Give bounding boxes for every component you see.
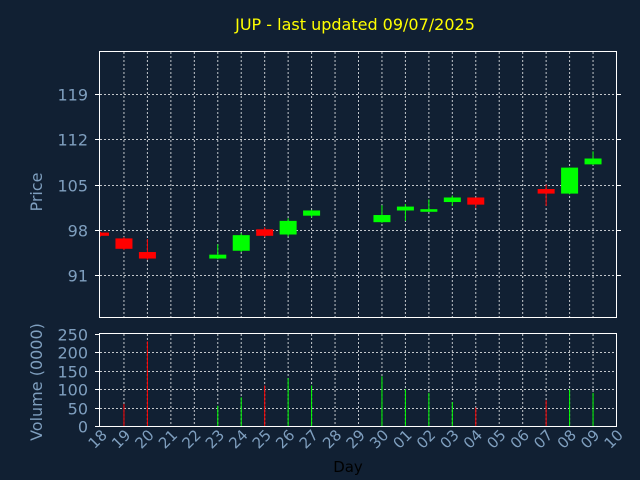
price-panel-frame xyxy=(99,51,617,318)
x-tick-label: 04 xyxy=(460,426,486,452)
x-tick-label: 05 xyxy=(483,426,509,452)
candle-body xyxy=(373,215,391,223)
price-axis-ticks: 91 98 105 112 119 xyxy=(57,86,621,286)
candle-body xyxy=(537,189,555,194)
volume-tick-label: 150 xyxy=(57,363,88,382)
candle-body xyxy=(209,254,227,259)
volume-axis-label: Volume (0000) xyxy=(27,323,46,441)
x-tick-label: 24 xyxy=(225,426,251,452)
volume-tick-label: 100 xyxy=(57,381,88,400)
x-tick-label: 06 xyxy=(507,426,533,452)
x-tick-label: 21 xyxy=(155,426,181,452)
x-tick-label: 28 xyxy=(319,426,345,452)
chart-title: JUP - last updated 09/07/2025 xyxy=(234,15,475,34)
x-tick-label: 20 xyxy=(132,426,158,452)
candle-body xyxy=(396,206,414,211)
price-candles xyxy=(100,151,602,260)
x-tick-label: 25 xyxy=(249,426,275,452)
candle-body xyxy=(232,235,250,251)
x-tick-label: 23 xyxy=(202,426,228,452)
x-tick-label: 30 xyxy=(366,426,392,452)
volume-tick-label: 50 xyxy=(68,400,88,419)
candle-body xyxy=(256,229,274,236)
x-tick-label: 02 xyxy=(413,426,439,452)
candle-body xyxy=(303,210,321,216)
x-tick-label: 08 xyxy=(554,426,580,452)
volume-gridlines xyxy=(100,334,616,426)
x-tick-label: 07 xyxy=(530,426,556,452)
x-tick-label: 29 xyxy=(343,426,369,452)
candle-body xyxy=(279,220,297,235)
candle-body xyxy=(420,209,438,212)
x-tick-label: 10 xyxy=(601,426,627,452)
x-tick-label: 01 xyxy=(390,426,416,452)
x-axis-label: Day xyxy=(333,458,363,476)
candle-body xyxy=(561,167,579,194)
price-tick-label: 98 xyxy=(68,222,88,241)
volume-tick-label: 250 xyxy=(57,326,88,345)
x-tick-label: 22 xyxy=(178,426,204,452)
x-tick-label: 27 xyxy=(296,426,322,452)
candle-body xyxy=(138,252,156,259)
x-tick-label: 26 xyxy=(272,426,298,452)
candle-body xyxy=(467,197,485,205)
candle-body xyxy=(584,158,602,165)
x-tick-label: 09 xyxy=(577,426,603,452)
price-tick-label: 91 xyxy=(68,267,88,286)
price-tick-label: 119 xyxy=(57,86,88,105)
candle-body xyxy=(115,238,133,249)
x-tick-label: 19 xyxy=(108,426,134,452)
x-axis-ticks: 1819202122232425262728293001020304050607… xyxy=(85,426,627,452)
volume-bars xyxy=(123,341,594,426)
volume-panel-frame xyxy=(99,333,617,427)
volume-tick-label: 0 xyxy=(78,418,88,437)
x-tick-label: 03 xyxy=(436,426,462,452)
price-gridlines xyxy=(100,52,616,317)
candle-body xyxy=(443,197,461,203)
price-tick-label: 105 xyxy=(57,177,88,196)
candle-body xyxy=(100,232,109,236)
volume-tick-label: 200 xyxy=(57,344,88,363)
price-axis-label: Price xyxy=(27,172,46,211)
x-tick-label: 18 xyxy=(85,426,111,452)
price-tick-label: 112 xyxy=(57,131,88,150)
